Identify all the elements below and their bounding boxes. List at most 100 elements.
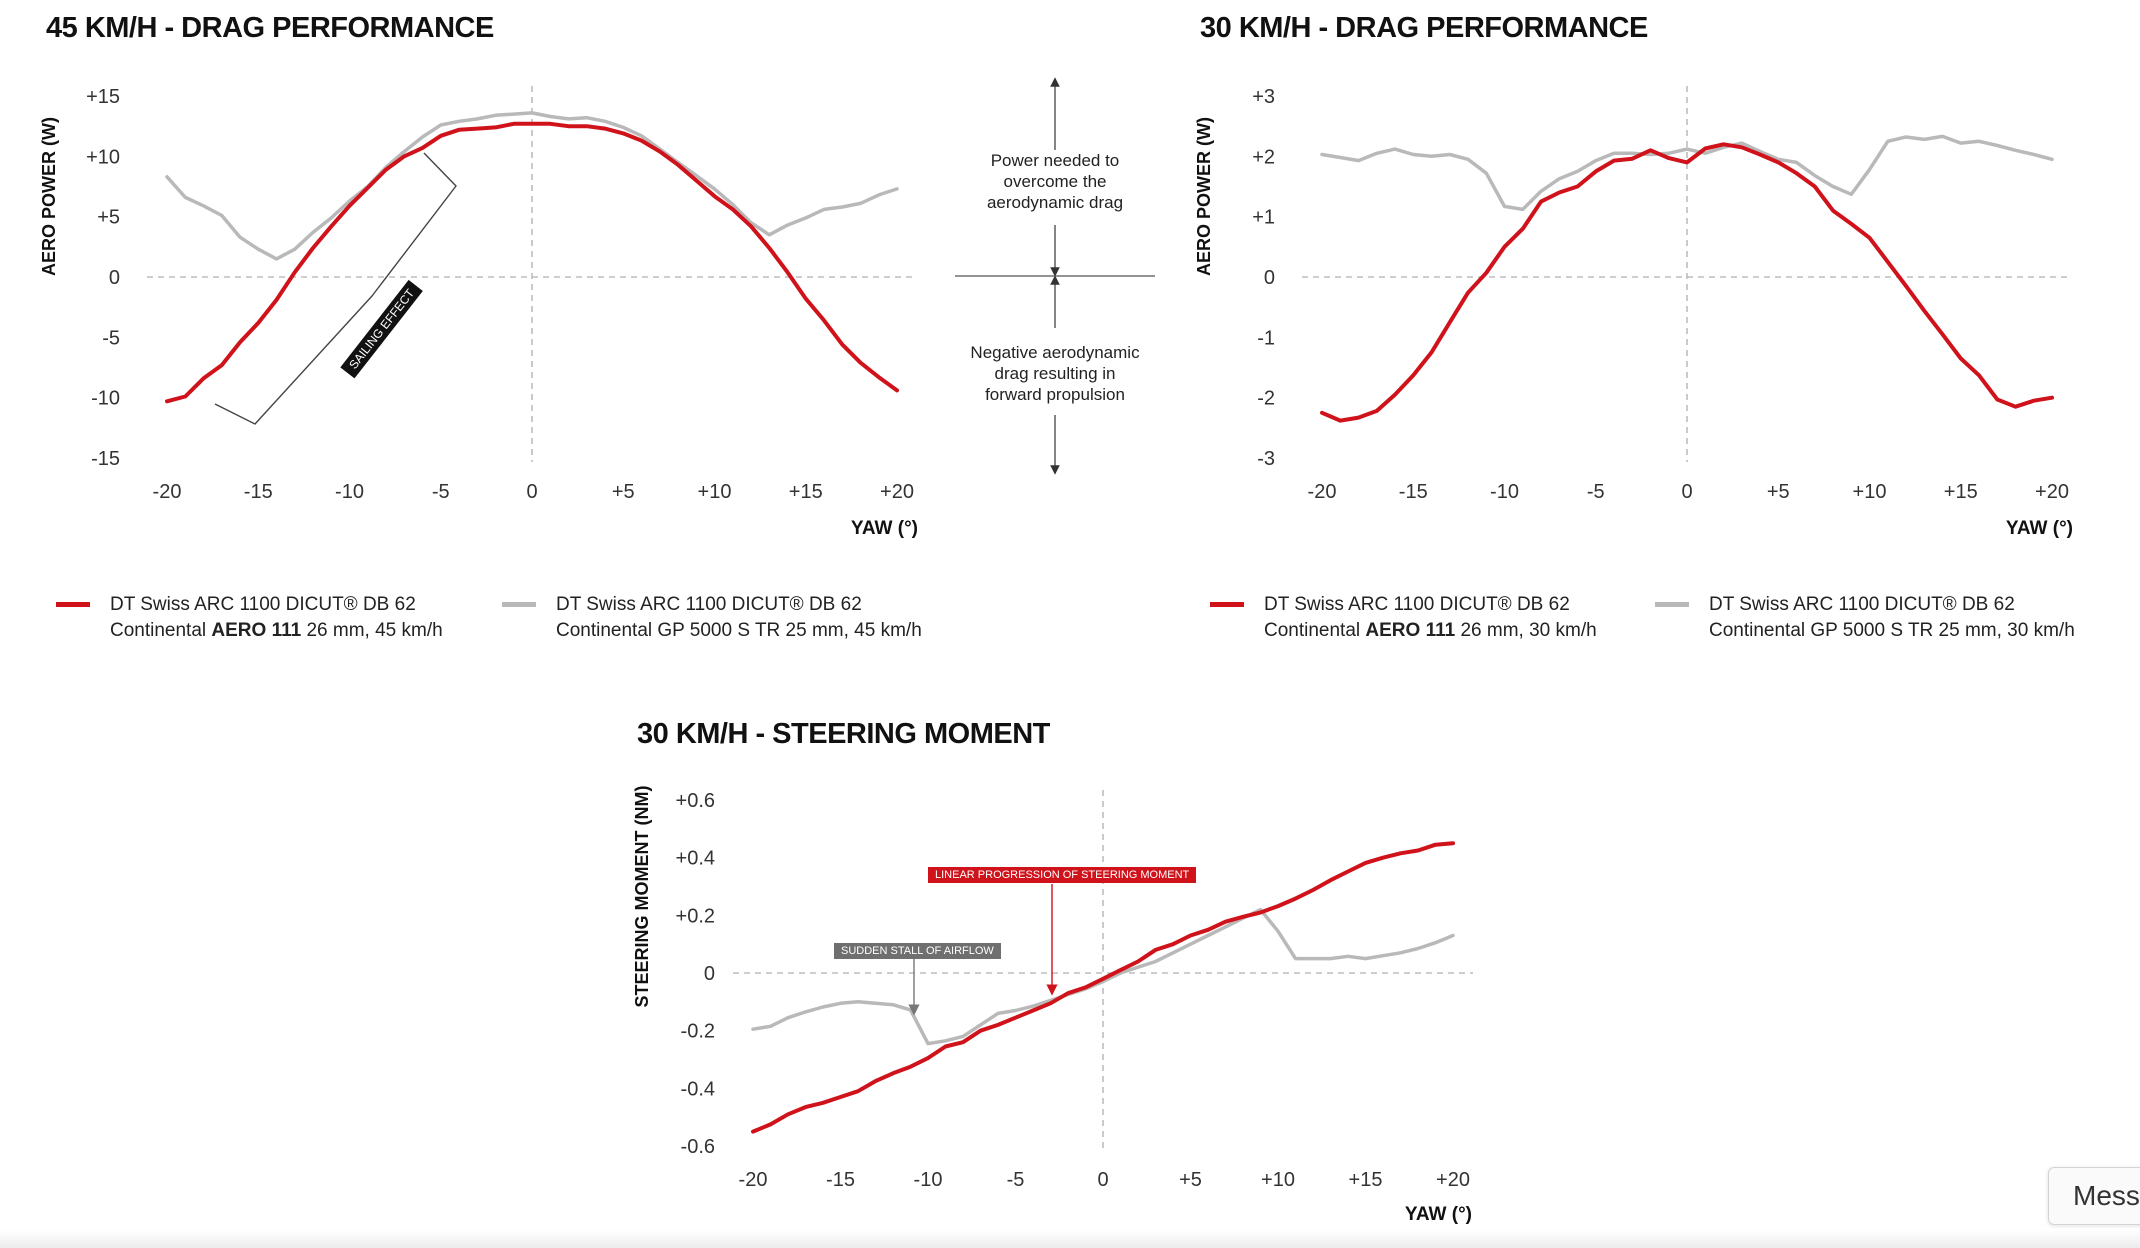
chart-30kmh-drag: 30 KM/H - DRAG PERFORMANCE -20 -15 -10 -5 0 +…: [1155, 0, 2140, 680]
y-tick-label: +1: [1252, 207, 1275, 229]
legend-item-red: DT Swiss ARC 1100 DICUT® DB 62 Continent…: [1210, 592, 1597, 644]
chart-30kmh-steering: 30 KM/H - STEERING MOMENT -20 -15 -10 -5 0 +5…: [620, 700, 1520, 1240]
legend-item-red: DT Swiss ARC 1100 DICUT® DB 62 Continent…: [56, 592, 443, 644]
y-tick-label: -2: [1257, 388, 1275, 410]
x-tick-label: -20: [153, 481, 182, 503]
message-button-label: Mess: [2073, 1180, 2140, 1211]
chart-title: 45 KM/H - DRAG PERFORMANCE: [46, 12, 494, 44]
drag-explanation: Power needed to overcome the aerodynamic…: [940, 70, 1180, 490]
power-needed-text: Power needed to overcome the aerodynamic…: [986, 151, 1124, 212]
y-tick-label: -1: [1257, 327, 1275, 349]
legend-swatch: [1210, 602, 1244, 607]
y-tick-label: 0: [704, 963, 715, 985]
series-line-red: [165, 121, 899, 404]
series-line-red: [751, 841, 1455, 1134]
y-axis-label: AERO POWER (W): [39, 117, 59, 276]
chart-title: 30 KM/H - DRAG PERFORMANCE: [1200, 12, 1648, 44]
chart-plot-area: -20 -15 -10 -5 0 +5 +10 +15 +20 +15 +10 +5 0 -5 -10 -15…: [39, 86, 918, 539]
series-line-gray: [751, 907, 1455, 1046]
y-tick-label: -3: [1257, 448, 1275, 470]
y-tick-label: +15: [86, 86, 120, 108]
y-tick-label: +3: [1252, 86, 1275, 108]
chart-plot-area: -20 -15 -10 -5 0 +5 +10 +15 +20 +0.6 +0.4 +0.2 0 -0.2…: [632, 786, 1473, 1225]
x-tick-label: -5: [1587, 481, 1605, 503]
x-tick-label: -20: [739, 1169, 768, 1191]
legend-line: DT Swiss ARC 1100 DICUT® DB 62: [110, 594, 416, 615]
x-axis-label: YAW (°): [2006, 518, 2073, 539]
legend-item-gray: DT Swiss ARC 1100 DICUT® DB 62 Continent…: [502, 592, 922, 644]
legend-line: Continental: [1264, 620, 1366, 641]
explanation-arrows: [955, 77, 1155, 475]
steering-annotation-arrows: [908, 884, 1058, 1016]
x-tick-label: +5: [612, 481, 635, 503]
legend-line: DT Swiss ARC 1100 DICUT® DB 62: [556, 594, 862, 615]
y-tick-label: +10: [86, 146, 120, 168]
x-tick-label: +15: [1944, 481, 1978, 503]
y-tick-label: 0: [1264, 267, 1275, 289]
message-button[interactable]: Mess: [2048, 1167, 2140, 1225]
legend-line-bold: AERO 111: [211, 620, 302, 641]
x-tick-label: -5: [1007, 1169, 1025, 1191]
y-tick-label: -0.2: [681, 1021, 715, 1043]
y-tick-label: +0.2: [676, 905, 715, 927]
y-tick-label: +0.6: [676, 790, 715, 812]
legend-line: Continental GP 5000 S TR 25 mm, 30 km/h: [1709, 620, 2075, 641]
linear-progression-label: LINEAR PROGRESSION OF STEERING MOMENT: [928, 867, 1197, 883]
y-tick-label: +0.4: [676, 848, 715, 870]
chart-title: 30 KM/H - STEERING MOMENT: [637, 718, 1050, 750]
y-tick-label: -0.4: [681, 1078, 715, 1100]
legend-line: Continental GP 5000 S TR 25 mm, 45 km/h: [556, 620, 922, 641]
x-tick-label: -15: [826, 1169, 855, 1191]
negative-drag-text: Negative aerodynamic drag resulting in f…: [970, 343, 1140, 404]
legend-line: 26 mm, 30 km/h: [1455, 620, 1597, 641]
x-tick-label: +5: [1767, 481, 1790, 503]
x-axis-label: YAW (°): [1405, 1204, 1472, 1225]
x-tick-label: +10: [698, 481, 732, 503]
x-tick-label: +20: [1436, 1169, 1470, 1191]
x-tick-label: +15: [789, 481, 823, 503]
x-axis-label: YAW (°): [851, 518, 918, 539]
series-line-red: [1320, 142, 2054, 423]
x-tick-label: +10: [1261, 1169, 1295, 1191]
x-tick-label: +20: [2035, 481, 2069, 503]
x-tick-label: -10: [335, 481, 364, 503]
x-tick-label: 0: [1097, 1169, 1108, 1191]
legend-item-gray: DT Swiss ARC 1100 DICUT® DB 62 Continent…: [1655, 592, 2075, 644]
legend-swatch: [56, 602, 90, 607]
legend-swatch: [1655, 602, 1689, 607]
y-tick-label: -0.6: [681, 1136, 715, 1158]
x-tick-label: 0: [1681, 481, 1692, 503]
x-tick-label: -15: [1399, 481, 1428, 503]
y-tick-label: +2: [1252, 146, 1275, 168]
x-tick-label: +5: [1179, 1169, 1202, 1191]
series-line-gray: [1320, 134, 2054, 212]
y-tick-label: -5: [102, 327, 120, 349]
x-tick-label: 0: [526, 481, 537, 503]
y-tick-label: 0: [109, 267, 120, 289]
legend-line: Continental: [110, 620, 212, 641]
x-tick-label: +20: [880, 481, 914, 503]
chart-45kmh-drag: 45 KM/H - DRAG PERFORMANCE -20 -15 -10 -5 0 +…: [0, 0, 960, 680]
x-tick-label: -15: [244, 481, 273, 503]
y-tick-label: -15: [91, 448, 120, 470]
series-line-gray: [165, 111, 899, 261]
y-axis-label: AERO POWER (W): [1194, 117, 1214, 276]
y-tick-label: +5: [97, 207, 120, 229]
legend-line: DT Swiss ARC 1100 DICUT® DB 62: [1264, 594, 1570, 615]
x-tick-label: -20: [1308, 481, 1337, 503]
sailing-effect-bracket: [214, 152, 457, 425]
x-tick-label: +10: [1853, 481, 1887, 503]
legend-swatch: [502, 602, 536, 607]
bottom-edge: [0, 1230, 2140, 1248]
sudden-stall-label: SUDDEN STALL OF AIRFLOW: [834, 943, 1001, 959]
x-tick-label: -10: [1490, 481, 1519, 503]
x-tick-label: -5: [432, 481, 450, 503]
x-tick-label: -10: [914, 1169, 943, 1191]
y-axis-label: STEERING MOMENT (NM): [632, 786, 652, 1008]
legend-line: DT Swiss ARC 1100 DICUT® DB 62: [1709, 594, 2015, 615]
x-tick-label: +15: [1349, 1169, 1383, 1191]
y-tick-label: -10: [91, 388, 120, 410]
chart-plot-area: -20 -15 -10 -5 0 +5 +10 +15 +20+3+2+10-1-2-3YAW …: [1194, 86, 2073, 539]
legend-line: 26 mm, 45 km/h: [301, 620, 443, 641]
legend-line-bold: AERO 111: [1365, 620, 1456, 641]
